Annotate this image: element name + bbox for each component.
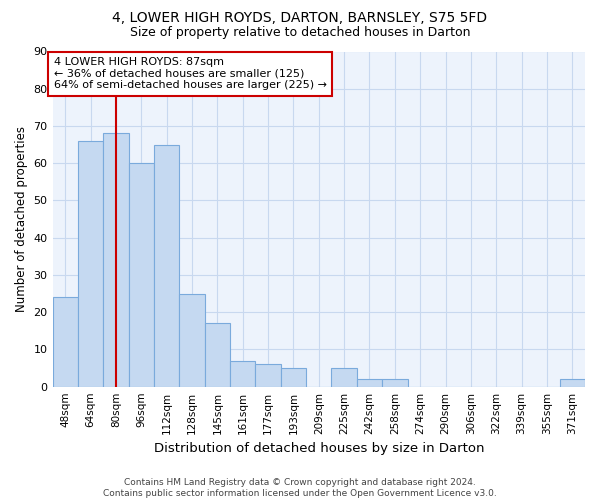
Bar (281, 368, 306, 386)
Bar (53, 298, 78, 386)
Y-axis label: Number of detached properties: Number of detached properties (15, 126, 28, 312)
Bar (256, 364, 281, 386)
Bar (205, 324, 230, 386)
Text: 4 LOWER HIGH ROYDS: 87sqm
← 36% of detached houses are smaller (125)
64% of semi: 4 LOWER HIGH ROYDS: 87sqm ← 36% of detac… (54, 57, 327, 90)
X-axis label: Distribution of detached houses by size in Darton: Distribution of detached houses by size … (154, 442, 484, 455)
Bar (78, 141, 103, 386)
Bar (103, 134, 128, 386)
Bar (560, 379, 585, 386)
Bar (357, 379, 382, 386)
Bar (179, 294, 205, 386)
Bar (331, 368, 357, 386)
Text: 4, LOWER HIGH ROYDS, DARTON, BARNSLEY, S75 5FD: 4, LOWER HIGH ROYDS, DARTON, BARNSLEY, S… (112, 11, 488, 25)
Bar (230, 360, 256, 386)
Bar (128, 163, 154, 386)
Bar (154, 144, 179, 386)
Text: Contains HM Land Registry data © Crown copyright and database right 2024.
Contai: Contains HM Land Registry data © Crown c… (103, 478, 497, 498)
Text: Size of property relative to detached houses in Darton: Size of property relative to detached ho… (130, 26, 470, 39)
Bar (382, 379, 407, 386)
